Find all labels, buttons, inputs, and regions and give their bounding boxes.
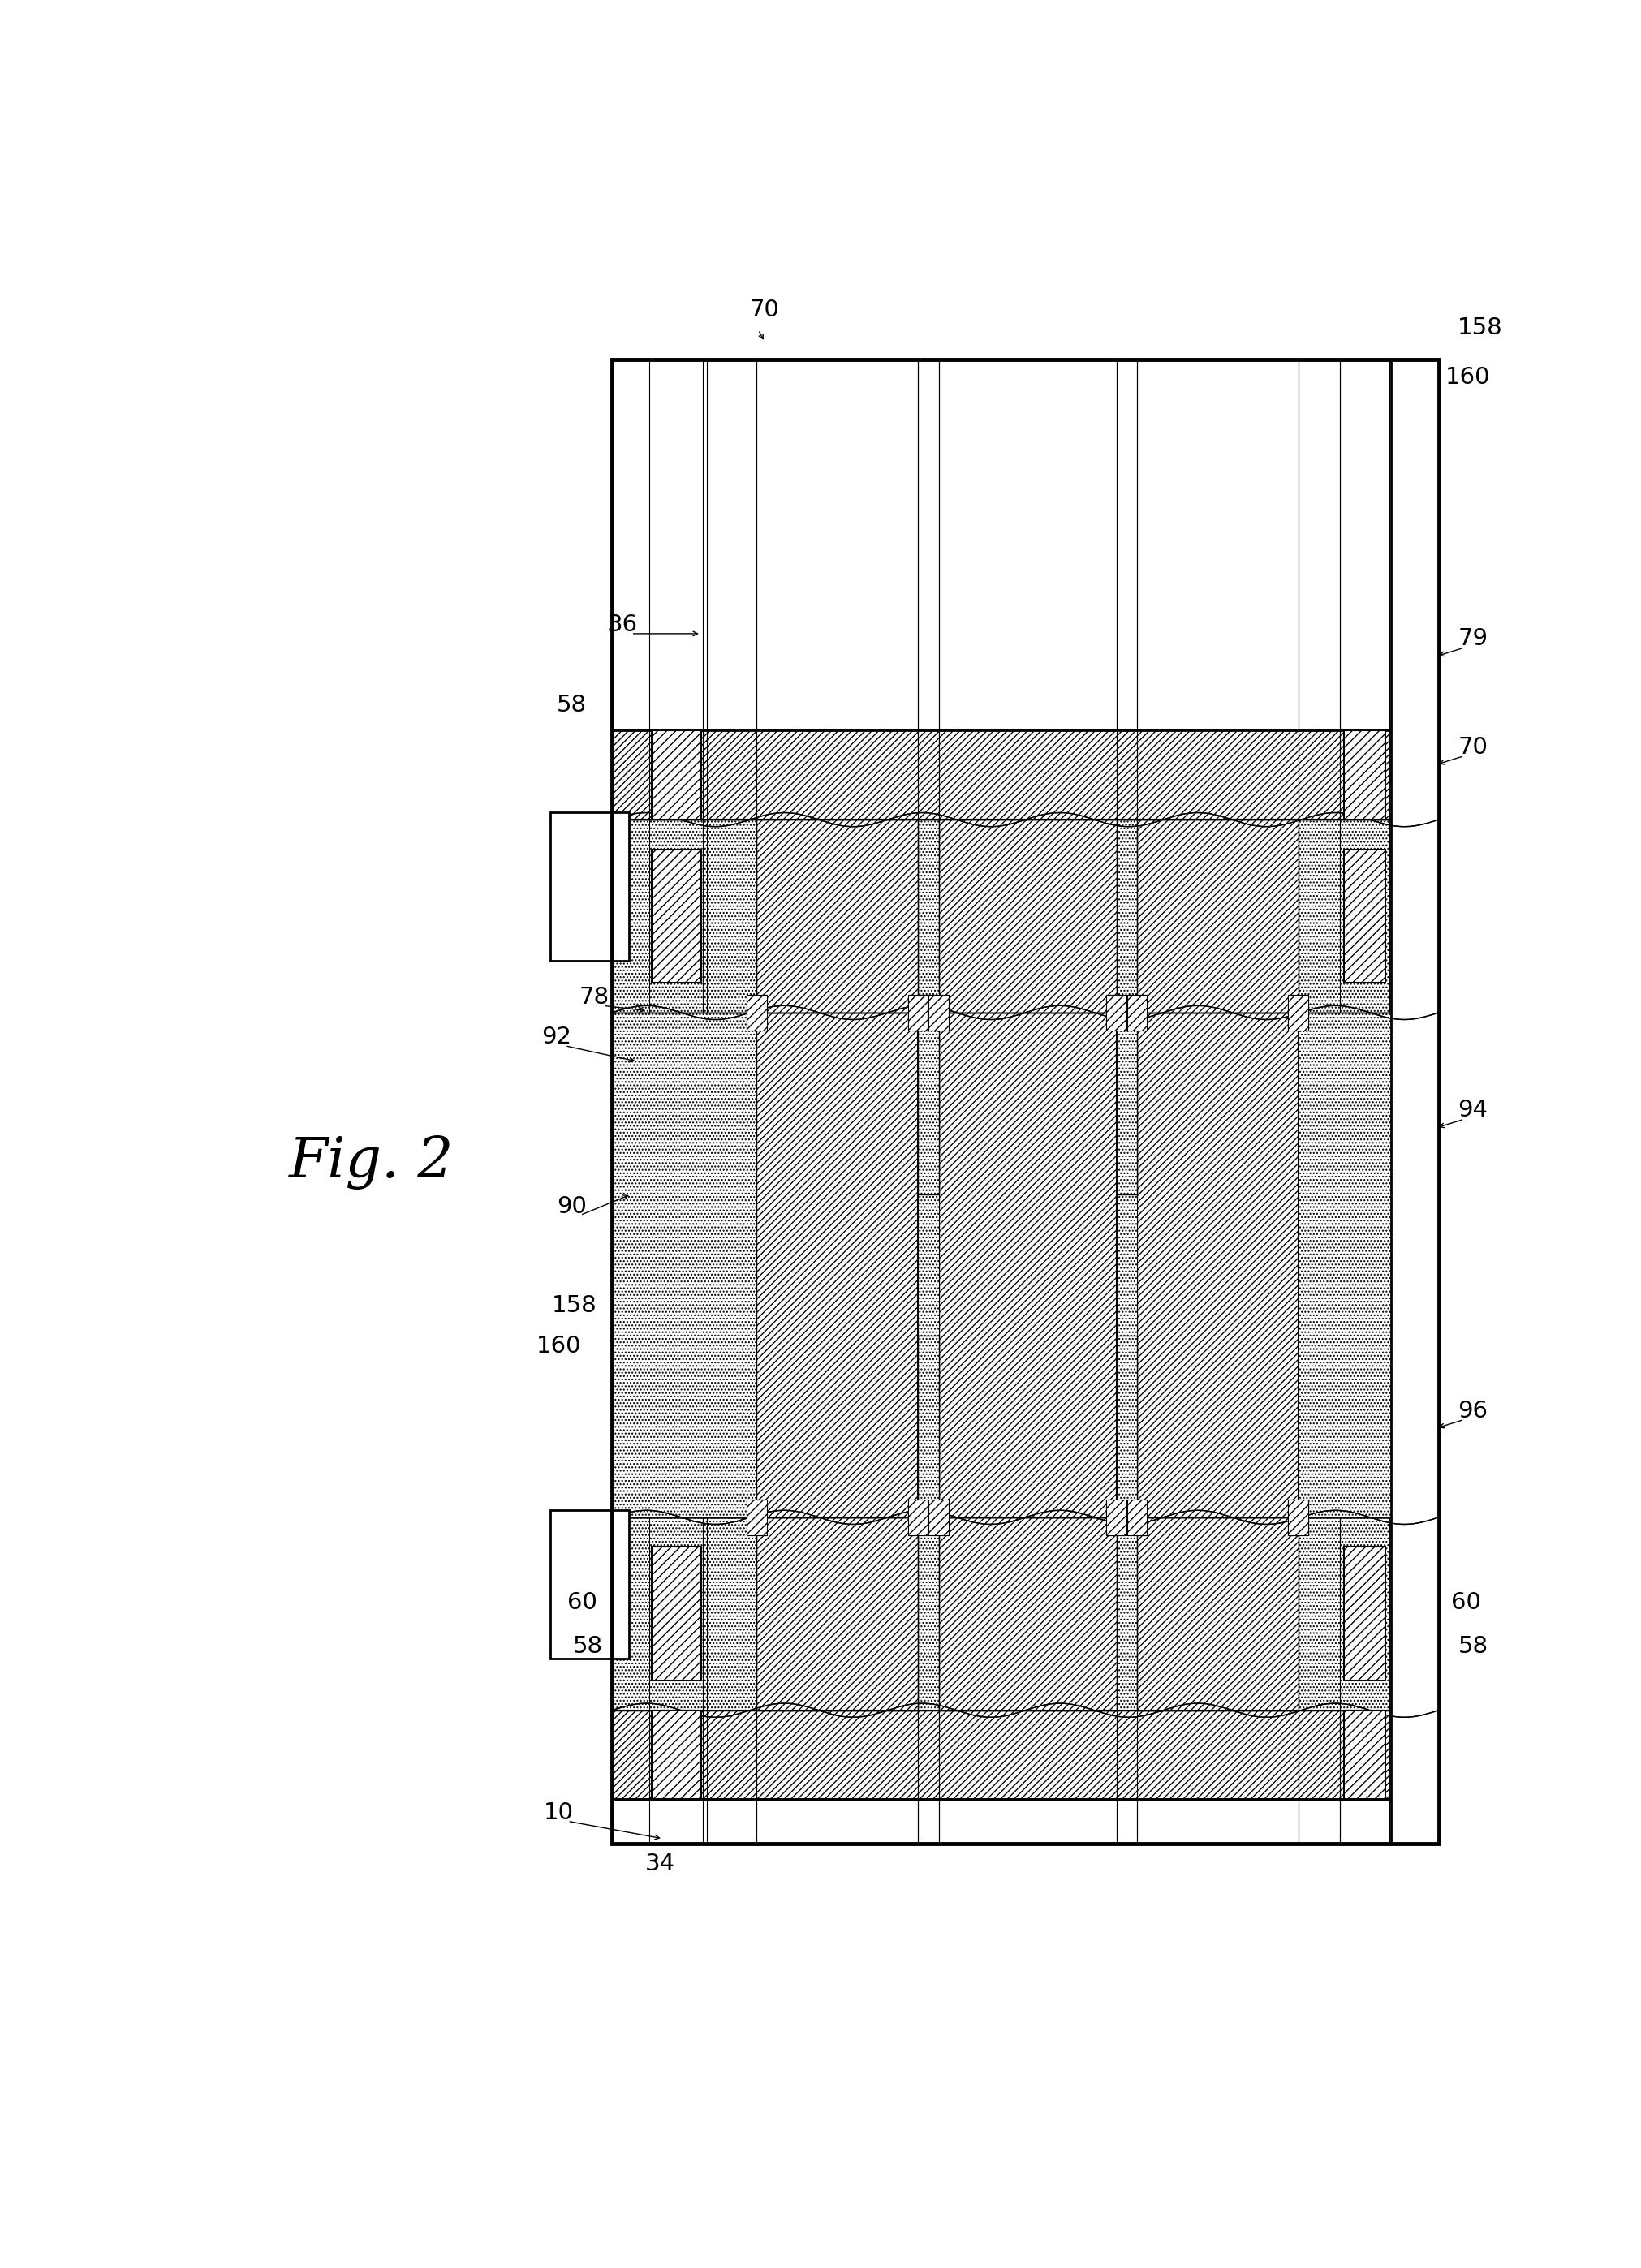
Bar	[1106, 1499, 1126, 1535]
Text: 158: 158	[1457, 318, 1503, 340]
Bar	[929, 996, 948, 1030]
Text: 10: 10	[543, 1801, 574, 1823]
Text: 70: 70	[750, 299, 779, 322]
Bar	[907, 996, 927, 1030]
Text: 94: 94	[1457, 1100, 1488, 1123]
Bar	[651, 848, 701, 982]
Bar	[1106, 996, 1126, 1030]
Bar	[907, 1499, 927, 1535]
Bar	[1127, 996, 1147, 1030]
Bar	[917, 1012, 939, 1195]
Bar	[929, 1499, 948, 1535]
Bar	[1127, 996, 1147, 1030]
Text: 58: 58	[556, 694, 587, 717]
Bar	[612, 361, 1439, 730]
Text: 60: 60	[566, 1592, 597, 1615]
Text: 92: 92	[542, 1025, 571, 1048]
Bar	[1116, 1336, 1137, 1517]
Bar	[1288, 996, 1308, 1030]
Bar	[550, 1510, 629, 1658]
Bar	[1137, 1012, 1298, 1517]
Bar	[1298, 1012, 1439, 1517]
Bar	[1288, 1499, 1308, 1535]
Bar	[747, 1499, 766, 1535]
Bar	[757, 1517, 917, 1710]
Bar	[612, 730, 1439, 819]
Bar	[1127, 1499, 1147, 1535]
Text: 96: 96	[1457, 1399, 1488, 1422]
Bar	[612, 1012, 757, 1517]
Bar	[651, 1710, 701, 1799]
Bar	[651, 730, 701, 819]
Bar	[1116, 1012, 1137, 1195]
Bar	[612, 1012, 1439, 1517]
Bar	[1344, 730, 1385, 819]
Text: 70: 70	[1457, 735, 1488, 758]
Bar	[1106, 1499, 1126, 1535]
Bar	[917, 1012, 939, 1517]
Text: 58: 58	[573, 1635, 604, 1658]
Bar	[651, 1547, 701, 1681]
Bar	[1344, 1547, 1385, 1681]
Bar	[757, 819, 917, 1012]
Text: 60: 60	[1451, 1592, 1482, 1615]
Bar	[1106, 996, 1126, 1030]
Bar	[917, 1336, 939, 1517]
Bar	[1137, 1517, 1298, 1710]
Bar	[939, 1517, 1116, 1710]
Text: 158: 158	[551, 1295, 597, 1318]
Text: 90: 90	[556, 1195, 587, 1218]
Text: 34: 34	[645, 1853, 676, 1876]
Text: 79: 79	[1457, 628, 1488, 651]
Bar	[1392, 358, 1439, 1844]
Bar	[612, 358, 1439, 1844]
Bar	[1127, 1499, 1147, 1535]
Text: 160: 160	[1446, 365, 1490, 388]
Bar	[612, 1517, 1439, 1710]
Bar	[612, 1799, 1439, 1844]
Bar	[939, 1012, 1116, 1517]
Bar	[1116, 1012, 1137, 1517]
Bar	[550, 812, 629, 962]
Bar	[929, 996, 948, 1030]
Bar	[612, 1710, 1439, 1799]
Bar	[757, 1012, 917, 1517]
Bar	[907, 996, 927, 1030]
Bar	[747, 996, 766, 1030]
Text: 78: 78	[579, 987, 609, 1009]
Bar	[1288, 996, 1308, 1030]
Bar	[1344, 848, 1385, 982]
Text: Fig. 2: Fig. 2	[287, 1136, 453, 1191]
Bar	[747, 1499, 766, 1535]
Bar	[612, 358, 1439, 1844]
Text: 36: 36	[607, 615, 637, 637]
Bar	[612, 819, 1439, 1012]
Bar	[747, 996, 766, 1030]
Text: 58: 58	[1457, 1635, 1488, 1658]
Bar	[939, 819, 1116, 1012]
Bar	[1344, 1710, 1385, 1799]
Bar	[907, 1499, 927, 1535]
Text: 160: 160	[537, 1336, 581, 1359]
Bar	[1137, 819, 1298, 1012]
Bar	[929, 1499, 948, 1535]
Bar	[1288, 1499, 1308, 1535]
